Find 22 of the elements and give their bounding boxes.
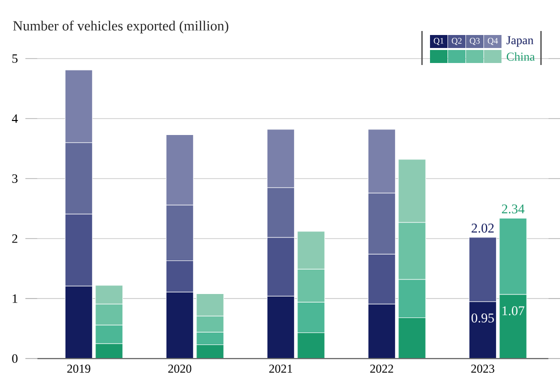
annotation: China <box>506 52 535 61</box>
data-label: 0.95 <box>472 314 494 323</box>
x-tick-label: 2021 <box>269 364 292 373</box>
y-tick-label: 0 <box>12 354 18 363</box>
x-tick-label: 2020 <box>168 364 192 373</box>
y-tick-label: 3 <box>12 174 18 183</box>
y-tick-label: 1 <box>12 294 18 303</box>
total-label: 2.02 <box>472 224 494 233</box>
data-label: 1.07 <box>502 306 524 316</box>
text: Q4 <box>488 38 498 46</box>
text: Q1 <box>434 38 444 46</box>
y-axis-title: Number of vehicles exported (million) <box>13 20 228 34</box>
x-tick-label: 2023 <box>471 364 494 373</box>
y-tick-label: 4 <box>12 114 18 123</box>
y-tick-label: 5 <box>12 54 18 63</box>
x-tick-label: 2022 <box>370 364 394 373</box>
text: Q2 <box>452 38 462 46</box>
total-label: 2.34 <box>502 204 524 214</box>
y-tick-label: 2 <box>12 234 18 243</box>
text: Japan <box>506 36 534 47</box>
text: Q3 <box>470 38 480 46</box>
x-tick-label: 2019 <box>67 364 90 373</box>
